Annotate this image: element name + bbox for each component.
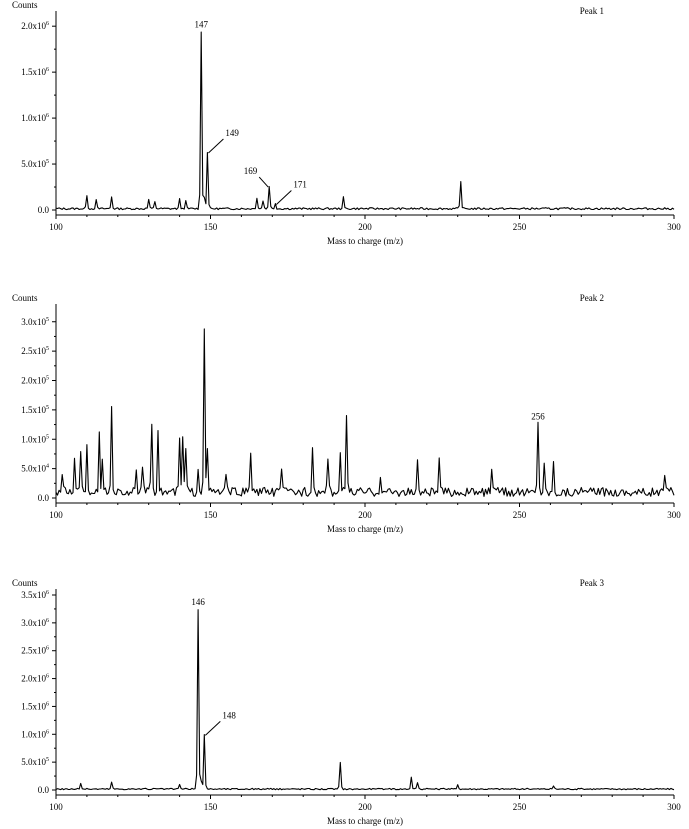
chart2-spectrum-line [55,328,675,497]
chart2-y-tick-label: 3.0x105 [21,317,49,327]
chart2-x-tick-label: 300 [667,510,681,520]
chart3-peak-label: 146 [191,597,205,607]
chart2-y-tick-label: 2.5x105 [21,346,49,356]
chart1-y-tick-label: 2.0x106 [21,21,49,31]
chart3-y-tick-label: 1.0x106 [21,729,49,739]
chart1-y-axis-title: Counts [12,0,38,10]
chart2-y-tick-label: 1.0x105 [21,434,49,444]
chart2-y-tick-label: 0.0 [38,493,50,503]
chart3-x-tick-label: 150 [204,802,218,812]
chart3-y-tick-label: 2.0x106 [21,674,49,684]
spectrum-chart-3: 0.0 5.0x105 1.0x106 1.5x106 2.0x106 2.5x106 3.… [12,578,681,826]
chart2-x-axis-title: Mass to charge (m/z) [327,524,403,534]
chart2-x-tick-label: 100 [49,510,63,520]
chart3-peak-leader [204,721,221,736]
spectrum-panel-3: 0.0 5.0x105 1.0x106 1.5x106 2.0x106 2.5x106 3.… [0,568,689,829]
chart3-x-tick-label: 300 [667,802,681,812]
chart1-peak-label: 169 [244,166,258,176]
chart2-y-tick-label: 1.5x105 [21,405,49,415]
chart3-y-tick-label: 0.0 [38,785,50,795]
spectrum-chart-1: 0.0 5.0x105 1.0x106 1.5x106 2.0x106 100 150 200… [12,0,681,246]
chart3-peak-label: 148 [222,710,236,720]
chart2-y-tick-label: 5.0x104 [21,464,49,474]
chart2-title: Peak 2 [580,293,604,303]
chart3-y-axis-title: Counts [12,578,38,588]
chart1-peak-label: 149 [225,128,239,138]
chart3-x-tick-label: 250 [513,802,527,812]
chart1-y-tick-label: 1.0x106 [21,113,49,123]
chart1-y-tick-label: 1.5x106 [21,67,49,77]
chart3-title: Peak 3 [580,578,605,588]
chart1-x-tick-label: 200 [358,222,372,232]
chart1-peak-leader [208,138,224,154]
chart2-y-tick-label: 2.0x105 [21,376,49,386]
chart3-spectrum-line [55,609,675,791]
spectrum-panel-2: 0.0 5.0x104 1.0x105 1.5x105 2.0x105 2.5x105 3.… [0,286,689,548]
chart3-y-tick-label: 3.5x106 [21,590,49,600]
chart1-peak-leader [258,176,269,188]
chart3-x-tick-label: 100 [49,802,63,812]
chart3-y-tick-label: 3.0x106 [21,618,49,628]
chart1-title: Peak 1 [580,6,604,16]
chart3-y-tick-label: 1.5x106 [21,701,49,711]
chart1-x-tick-label: 150 [204,222,218,232]
chart1-x-axis-title: Mass to charge (m/z) [327,236,403,246]
chart1-x-tick-label: 300 [667,222,681,232]
chart1-y-tick-label: 5.0x105 [21,159,49,169]
spectrum-panel-1: 0.0 5.0x105 1.0x106 1.5x106 2.0x106 100 150 200… [0,0,689,262]
chart1-x-tick-label: 100 [49,222,63,232]
chart3-y-tick-label: 5.0x105 [21,757,49,767]
chart1-peak-leader [276,190,292,205]
chart2-peak-label: 256 [531,412,545,422]
chart1-peak-label: 147 [194,20,208,30]
chart3-x-axis-title: Mass to charge (m/z) [327,816,403,826]
chart2-x-tick-label: 200 [358,510,372,520]
chart3-y-tick-label: 2.5x106 [21,646,49,656]
chart2-x-tick-label: 250 [513,510,527,520]
chart2-y-axis-title: Counts [12,293,38,303]
spectrum-chart-2: 0.0 5.0x104 1.0x105 1.5x105 2.0x105 2.5x105 3.… [12,293,681,534]
chart1-peak-label: 171 [293,179,307,189]
chart3-x-tick-label: 200 [358,802,372,812]
chart1-x-tick-label: 250 [513,222,527,232]
chart1-spectrum-line [55,31,675,211]
chart1-y-tick-label: 0.0 [38,205,50,215]
chart2-x-tick-label: 150 [204,510,218,520]
